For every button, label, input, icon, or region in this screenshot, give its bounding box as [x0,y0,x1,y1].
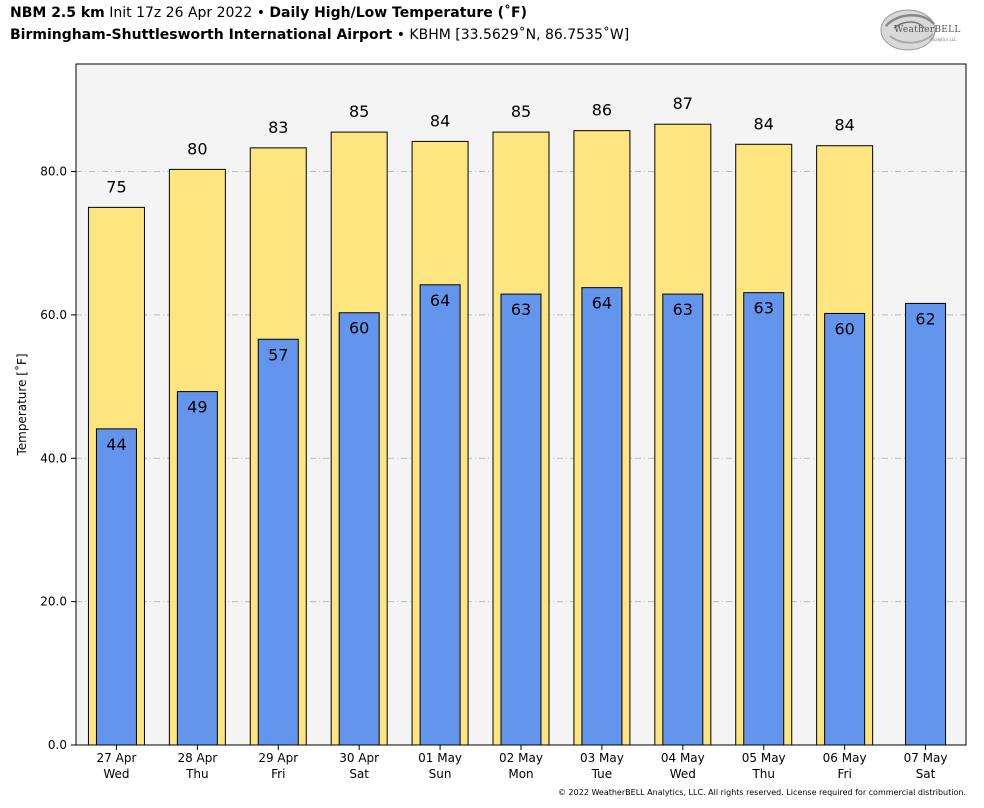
high-temp-label: 75 [106,177,126,196]
y-tick-label: 40.0 [40,451,67,465]
x-tick-date: 28 Apr [177,751,217,765]
x-tick-date: 07 May [904,751,948,765]
low-temp-bar [743,292,785,746]
low-temp-label: 57 [268,345,288,364]
low-temp-bar [824,312,866,746]
x-tick-date: 06 May [823,751,867,765]
low-temp-bar [662,293,704,746]
low-temp-bar [95,428,137,746]
x-tick-weekday: Sat [916,767,936,781]
high-temp-label: 80 [187,139,207,158]
y-tick-label: 20.0 [40,595,67,609]
high-temp-label: 84 [834,116,854,135]
x-tick-weekday: Thu [185,767,209,781]
high-temp-label: 85 [511,102,531,121]
low-temp-label: 62 [915,309,935,328]
low-temp-bar [419,284,461,746]
low-temp-label: 49 [187,398,207,417]
y-tick-label: 80.0 [40,165,67,179]
low-temp-bar [500,293,542,746]
header-separator: • [396,27,405,43]
low-temp-label: 60 [834,319,854,338]
low-temp-bar [176,391,218,746]
x-tick-date: 27 Apr [97,751,137,765]
x-tick-weekday: Wed [670,767,696,781]
x-tick-weekday: Mon [508,767,533,781]
low-temp-bar [338,312,380,746]
x-tick-date: 05 May [742,751,786,765]
x-tick-weekday: Wed [103,767,129,781]
y-axis-label: Temperature [˚F] [14,353,29,456]
high-temp-label: 83 [268,118,288,137]
low-temp-label: 63 [511,300,531,319]
low-temp-label: 44 [106,435,126,454]
x-tick-date: 04 May [661,751,705,765]
x-tick-date: 30 Apr [339,751,379,765]
low-temp-label: 63 [754,299,774,318]
header-line-2: Birmingham-Shuttlesworth International A… [10,27,629,43]
x-tick-weekday: Fri [271,767,285,781]
init-time: Init 17z 26 Apr 2022 [109,5,253,21]
low-temp-bar [257,338,299,746]
station-name: Birmingham-Shuttlesworth International A… [10,27,393,43]
x-tick-date: 02 May [499,751,543,765]
x-tick-date: 01 May [418,751,462,765]
station-coordinates: KBHM [33.5629˚N, 86.7535˚W] [409,27,630,43]
y-tick-label: 0.0 [48,738,67,752]
x-tick-weekday: Tue [591,767,613,781]
low-temp-bar [581,287,623,746]
product-title: Daily High/Low Temperature (˚F) [269,5,527,21]
high-temp-label: 87 [673,94,693,113]
high-temp-label: 86 [592,101,612,120]
low-temp-label: 60 [349,319,369,338]
x-tick-weekday: Sun [429,767,452,781]
x-tick-weekday: Thu [751,767,775,781]
logo-wordmark: WeatherBELL [894,25,961,35]
copyright-footer: © 2022 WeatherBELL Analytics, LLC. All r… [558,788,966,797]
low-temp-label: 64 [592,294,612,313]
weatherbell-logo: WeatherBELL Analytics LLC [878,6,968,54]
low-temp-label: 64 [430,291,450,310]
x-tick-weekday: Fri [837,767,851,781]
high-temp-label: 84 [754,114,774,133]
header-line-1: NBM 2.5 km Init 17z 26 Apr 2022 • Daily … [10,5,527,21]
model-name: NBM 2.5 km [10,5,105,21]
x-tick-weekday: Sat [349,767,369,781]
logo-swirl-icon [880,9,936,51]
x-tick-date: 29 Apr [258,751,298,765]
low-temp-bar [905,302,947,746]
x-tick-date: 03 May [580,751,624,765]
low-temp-label: 63 [673,300,693,319]
header-separator: • [256,5,265,21]
high-temp-label: 84 [430,111,450,130]
logo-subtext: Analytics LLC [930,37,957,42]
high-temp-label: 85 [349,102,369,121]
y-tick-label: 60.0 [40,308,67,322]
